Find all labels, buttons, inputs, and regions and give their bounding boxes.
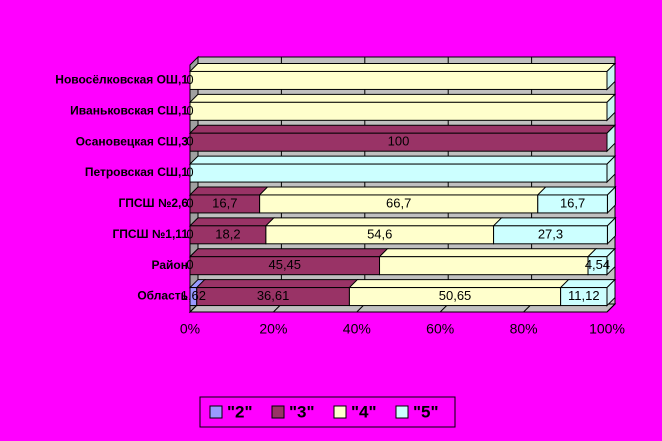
y-tick-label: Петровская СШ,1 — [85, 165, 189, 179]
bar-top — [188, 186, 269, 196]
legend-swatch — [209, 405, 223, 419]
bar-side — [606, 62, 616, 91]
bar-top — [258, 186, 547, 196]
bar-top — [264, 217, 503, 227]
x-tick-label: 100% — [589, 321, 625, 337]
legend-label: "2" — [227, 402, 253, 421]
data-label: 0 — [186, 134, 193, 149]
data-label: 54,6 — [367, 226, 392, 241]
bar-top — [188, 124, 617, 134]
y-tick-label: ГПСШ №2,6 — [118, 196, 188, 210]
bar — [189, 163, 608, 183]
data-label: 50,65 — [439, 288, 472, 303]
bar-top — [536, 186, 617, 196]
x-tick-label: 60% — [426, 321, 454, 337]
data-label: 16,7 — [560, 195, 585, 210]
data-label: 0 — [186, 72, 193, 87]
y-tick-label: Район — [152, 258, 188, 272]
bar — [379, 256, 589, 276]
bar-top — [188, 217, 276, 227]
bar — [537, 194, 608, 214]
bar-side — [606, 123, 616, 153]
legend-swatch — [395, 405, 409, 419]
bar — [189, 101, 608, 121]
bar-top — [188, 62, 617, 72]
data-label: 45,45 — [268, 257, 301, 272]
data-label: 0 — [186, 195, 193, 210]
data-label: 18,2 — [215, 226, 240, 241]
x-tick-label: 20% — [259, 321, 287, 337]
legend-swatch — [333, 405, 347, 419]
bar-top — [188, 93, 617, 103]
data-label: 4,54 — [585, 257, 610, 272]
legend-label: "3" — [289, 402, 315, 421]
data-label: 66,7 — [386, 195, 411, 210]
y-tick-label: ГПСШ №1,11 — [112, 227, 188, 241]
data-label: 0 — [186, 226, 193, 241]
data-label: 0 — [186, 103, 193, 118]
data-label: 100 — [388, 134, 410, 149]
y-tick-label: Область — [137, 289, 188, 303]
x-tick-label: 40% — [343, 321, 371, 337]
data-label: 0 — [186, 257, 193, 272]
bar-side — [606, 93, 616, 122]
x-tick-label: 80% — [510, 321, 538, 337]
bar — [493, 225, 608, 245]
bar-top — [188, 155, 617, 165]
y-tick-label: Новосёлковская ОШ,1 — [55, 73, 188, 87]
bar-top — [492, 217, 617, 227]
legend-label: "4" — [351, 402, 377, 421]
bar — [189, 70, 608, 90]
bar-top — [195, 279, 359, 289]
data-label: 27,3 — [538, 226, 563, 241]
data-label: 11,12 — [568, 288, 600, 303]
data-label: 16,7 — [212, 195, 237, 210]
data-label: 36,61 — [257, 288, 290, 303]
bar-top — [378, 248, 598, 258]
y-tick-label: Осановецкая СШ,3 — [76, 134, 189, 148]
y-tick-label: Иваньковская СШ,1 — [70, 103, 188, 117]
x-tick-label: 0% — [180, 321, 200, 337]
bar-top — [188, 248, 389, 258]
bar-top — [348, 279, 570, 289]
bar — [560, 287, 608, 307]
bar-top — [559, 279, 617, 289]
legend-box — [199, 396, 456, 428]
data-label: 0 — [186, 165, 193, 180]
legend-label: "5" — [413, 402, 439, 421]
legend-swatch — [271, 405, 285, 419]
bar — [587, 256, 608, 276]
data-label: 1,62 — [181, 288, 206, 303]
